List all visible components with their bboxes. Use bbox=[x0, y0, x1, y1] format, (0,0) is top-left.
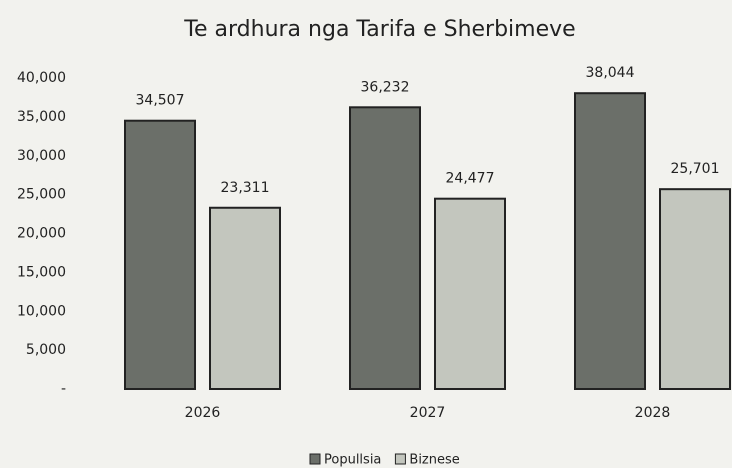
bar bbox=[124, 119, 196, 391]
x-tick-label: 2028 bbox=[635, 405, 671, 421]
value-label: 25,701 bbox=[671, 161, 720, 177]
y-tick-label: 25,000 bbox=[17, 187, 66, 203]
y-tick-label: 5,000 bbox=[26, 342, 66, 358]
legend-swatch bbox=[309, 453, 321, 465]
bar bbox=[434, 197, 506, 390]
value-label: 34,507 bbox=[136, 93, 185, 109]
value-label: 24,477 bbox=[446, 171, 495, 187]
x-tick-label: 2026 bbox=[185, 405, 221, 421]
y-tick-label: 35,000 bbox=[17, 109, 66, 125]
y-tick-label: 40,000 bbox=[17, 70, 66, 86]
y-tick-label: - bbox=[61, 381, 66, 397]
x-tick-label: 2027 bbox=[410, 405, 446, 421]
bar bbox=[349, 106, 421, 390]
y-tick-label: 15,000 bbox=[17, 264, 66, 280]
y-tick-label: 10,000 bbox=[17, 303, 66, 319]
legend-label: Biznese bbox=[409, 453, 459, 468]
legend-swatch bbox=[394, 453, 406, 465]
value-label: 36,232 bbox=[361, 79, 410, 95]
value-label: 38,044 bbox=[586, 65, 635, 81]
bar bbox=[209, 206, 281, 390]
y-tick-label: 30,000 bbox=[17, 148, 66, 164]
value-label: 23,311 bbox=[221, 180, 270, 196]
y-tick-label: 20,000 bbox=[17, 226, 66, 242]
bar bbox=[659, 188, 731, 390]
bar bbox=[574, 92, 646, 391]
legend-label: Popullsia bbox=[324, 453, 381, 468]
chart-title: Te ardhura nga Tarifa e Sherbimeve bbox=[183, 17, 575, 42]
